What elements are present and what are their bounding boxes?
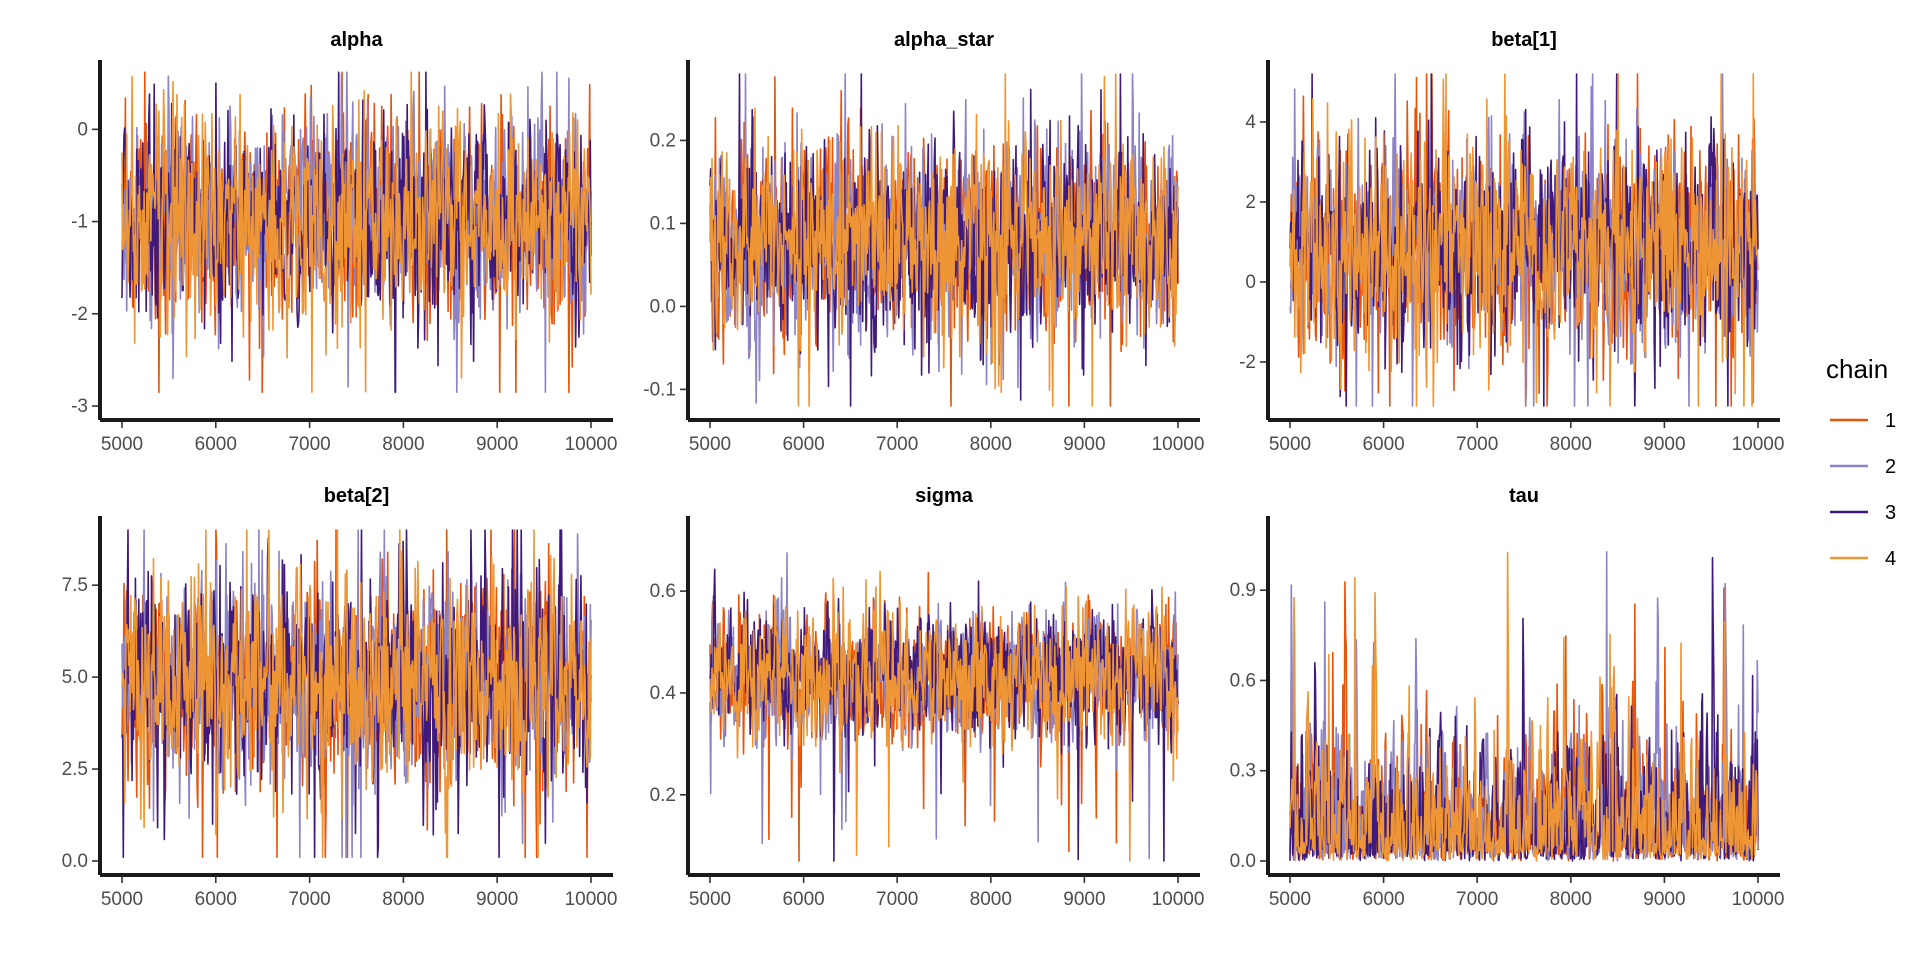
x-tick-label: 5000 (1269, 434, 1311, 455)
legend-label-chain-3: 3 (1885, 502, 1896, 524)
panel-traces (1289, 551, 1759, 862)
x-tick-label: 6000 (782, 434, 824, 455)
panel-title: beta[2] (324, 485, 390, 507)
x-tick-label: 8000 (1550, 889, 1592, 910)
trace-panel-beta1: beta[1] 5000 6000 7000 8000 9000 10000 -2 0 2 4 (1239, 29, 1784, 455)
x-tick-label: 6000 (1362, 434, 1404, 455)
trace-panel-alpha: alpha 5000 6000 7000 8000 9000 10000 -3 -2 -1 0 (71, 29, 617, 455)
x-tick-label: 10000 (565, 889, 618, 910)
panel-title: sigma (915, 485, 974, 507)
y-tick-label: 0.3 (1230, 761, 1256, 782)
legend-title: chain (1826, 354, 1888, 384)
y-tick-label: -3 (71, 396, 88, 417)
x-tick-label: 9000 (1063, 889, 1105, 910)
x-tick-label: 7000 (288, 889, 330, 910)
x-tick-label: 9000 (476, 889, 518, 910)
x-tick-label: 5000 (1269, 889, 1311, 910)
y-tick-label: 0.0 (650, 296, 676, 317)
legend-label-chain-2: 2 (1885, 456, 1896, 478)
y-tick-label: 0 (77, 119, 88, 140)
legend-label-chain-1: 1 (1885, 410, 1896, 432)
x-tick-label: 10000 (1732, 889, 1785, 910)
y-tick-label: 0.4 (650, 683, 677, 704)
x-tick-label: 8000 (970, 889, 1012, 910)
y-tick-label: 0.0 (62, 851, 88, 872)
trace-line-chain-4 (121, 71, 592, 393)
x-tick-label: 6000 (195, 889, 237, 910)
y-tick-label: -0.1 (643, 379, 676, 400)
trace-line-chain-4 (709, 570, 1179, 862)
y-tick-label: 0.2 (650, 130, 676, 151)
panel-title: tau (1509, 485, 1539, 507)
y-tick-label: 0.6 (650, 581, 676, 602)
panel-traces (121, 529, 592, 859)
trace-line-chain-4 (709, 73, 1179, 407)
trace-line-chain-3 (709, 73, 1179, 407)
x-tick-label: 7000 (1456, 434, 1498, 455)
x-tick-label: 8000 (1550, 434, 1592, 455)
x-tick-label: 10000 (1732, 434, 1785, 455)
y-tick-label: 0 (1245, 272, 1256, 293)
x-tick-label: 10000 (565, 434, 618, 455)
y-tick-label: 0.1 (650, 213, 676, 234)
trace-panel-sigma: sigma 5000 6000 7000 8000 9000 10000 0.2 0.4 0.6 (650, 485, 1205, 910)
y-tick-label: 0.9 (1230, 580, 1256, 601)
x-tick-label: 5000 (101, 434, 143, 455)
x-tick-label: 7000 (288, 434, 330, 455)
x-tick-label: 8000 (382, 434, 424, 455)
y-tick-label: -1 (71, 212, 88, 233)
x-tick-label: 5000 (101, 889, 143, 910)
y-tick-label: 0.6 (1230, 670, 1256, 691)
x-tick-label: 9000 (1643, 889, 1685, 910)
x-tick-label: 7000 (876, 434, 918, 455)
panel-traces (1289, 73, 1759, 407)
trace-line-chain-4 (121, 529, 592, 859)
panel-traces (709, 73, 1179, 407)
y-tick-label: 2.5 (62, 759, 88, 780)
trace-line-chain-4 (1289, 551, 1759, 862)
x-tick-label: 5000 (689, 434, 731, 455)
x-tick-label: 6000 (195, 434, 237, 455)
panel-title: alpha (330, 29, 383, 51)
panel-traces (121, 71, 592, 393)
y-tick-label: 4 (1245, 112, 1256, 133)
x-tick-label: 8000 (382, 889, 424, 910)
y-tick-label: -2 (71, 304, 88, 325)
panel-title: beta[1] (1491, 29, 1557, 51)
trace-panel-alpha-star: alpha_star 5000 6000 7000 8000 9000 10000 -0.1 0… (643, 29, 1204, 455)
trace-line-chain-4 (1289, 73, 1759, 407)
x-tick-label: 10000 (1152, 889, 1205, 910)
x-tick-label: 9000 (1643, 434, 1685, 455)
x-tick-label: 6000 (782, 889, 824, 910)
x-tick-label: 9000 (476, 434, 518, 455)
x-tick-label: 9000 (1063, 434, 1105, 455)
trace-panel-beta2: beta[2] 5000 6000 7000 8000 9000 10000 0.0 2.5 5.… (62, 485, 618, 910)
x-tick-label: 8000 (970, 434, 1012, 455)
y-tick-label: 5.0 (62, 667, 88, 688)
panel-title: alpha_star (894, 29, 994, 51)
x-tick-label: 7000 (1456, 889, 1498, 910)
y-tick-label: -2 (1239, 352, 1256, 373)
y-tick-label: 2 (1245, 192, 1256, 213)
legend-label-chain-4: 4 (1885, 548, 1896, 570)
panel-traces (709, 552, 1179, 862)
y-tick-label: 0.0 (1230, 851, 1256, 872)
y-tick-label: 0.2 (650, 785, 676, 806)
x-tick-label: 6000 (1362, 889, 1404, 910)
x-tick-label: 5000 (689, 889, 731, 910)
y-tick-label: 7.5 (62, 575, 88, 596)
x-tick-label: 7000 (876, 889, 918, 910)
chain-legend: chain 1 2 3 4 (1826, 354, 1896, 570)
trace-panel-tau: tau 5000 6000 7000 8000 9000 10000 0.0 0.3 0.6 0.9 (1230, 485, 1785, 910)
x-tick-label: 10000 (1152, 434, 1205, 455)
